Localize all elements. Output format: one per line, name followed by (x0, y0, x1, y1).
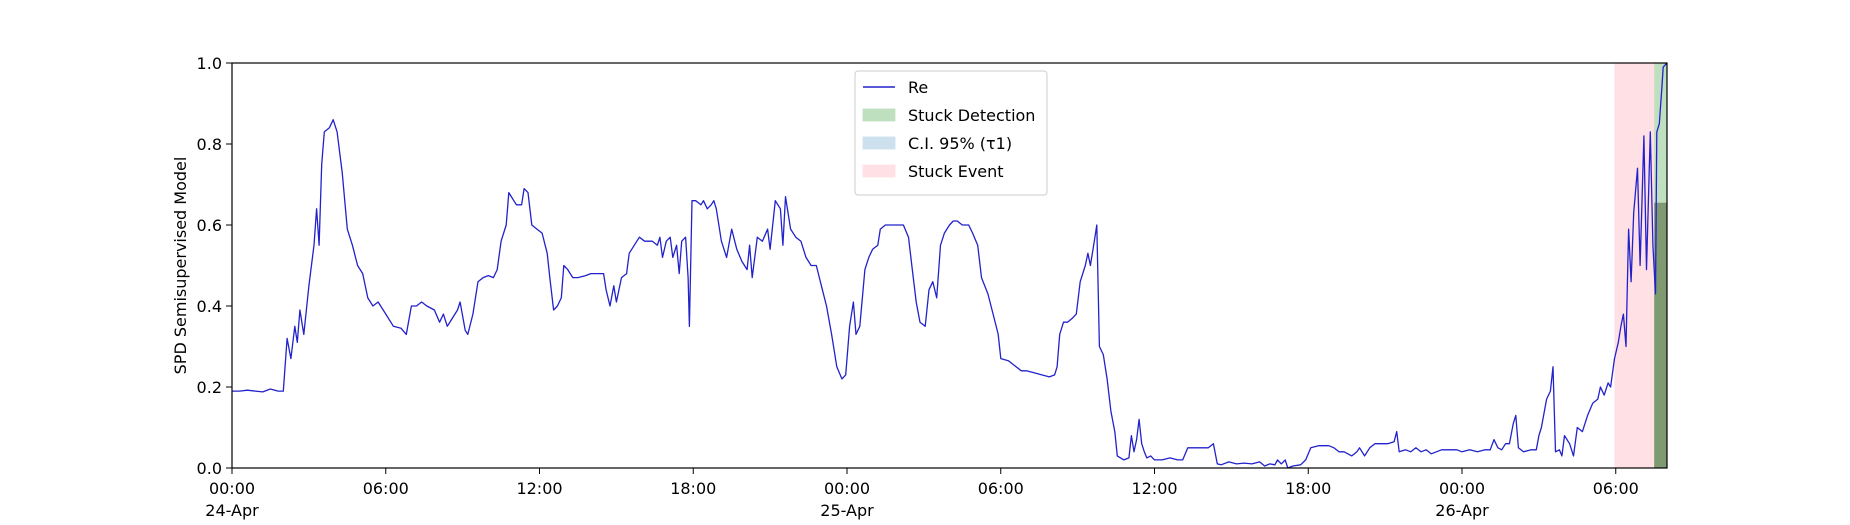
legend-swatch-stuck-detection (862, 108, 896, 122)
series-lines (232, 62, 1668, 469)
x-tick-label: 00:00 (824, 479, 870, 498)
series-line-re (232, 62, 1668, 469)
axes-frame (231, 62, 1668, 469)
x-tick-label: 1999 (212, 523, 253, 525)
y-axis: 0.0 0.2 0.4 0.6 0.8 1.0 (197, 54, 232, 478)
legend-label-stuck-detection: Stuck Detection (908, 106, 1035, 125)
y-tick-label: 0.2 (197, 378, 222, 397)
legend-swatch-c-i-95-1 (862, 136, 896, 150)
shaded-regions (1614, 63, 1667, 468)
x-tick-label: 06:00 (978, 479, 1024, 498)
x-tick-label: 00:00 (1439, 479, 1485, 498)
y-tick-label: 1.0 (197, 54, 222, 73)
legend-label-c-i-95-1: C.I. 95% (τ1) (908, 134, 1012, 153)
y-tick-label: 0.6 (197, 216, 222, 235)
x-tick-label: 18:00 (1285, 479, 1331, 498)
legend-box (854, 70, 1048, 196)
legend-label-re: Re (908, 78, 928, 97)
x-tick-label: 25-Apr (820, 501, 874, 520)
x-tick-label: 18:00 (670, 479, 716, 498)
legend-label-stuck-event: Stuck Event (908, 162, 1004, 181)
x-tick-label: 24-Apr (205, 501, 259, 520)
y-tick-label: 0.0 (197, 459, 222, 478)
x-tick-label: 06:00 (1593, 479, 1639, 498)
y-tick-label: 0.4 (197, 297, 222, 316)
legend-swatch-stuck-event (862, 164, 896, 178)
region-c-i-95- (1654, 202, 1667, 468)
y-axis-label: SPD Semisupervised Model (171, 157, 190, 375)
x-tick-label: 26-Apr (1435, 501, 1489, 520)
legend: Re Stuck Detection C.I. 95% (τ1) Stuck Even… (854, 70, 1048, 196)
x-tick-label: 06:00 (363, 479, 409, 498)
x-tick-label: 12:00 (516, 479, 562, 498)
x-tick-label: 00:00 (209, 479, 255, 498)
x-axis: 00:00 24-Apr 1999 06:00 12:00 18:00 00:00 25-Ap… (205, 468, 1639, 525)
y-tick-label: 0.8 (197, 135, 222, 154)
x-tick-label: 12:00 (1131, 479, 1177, 498)
